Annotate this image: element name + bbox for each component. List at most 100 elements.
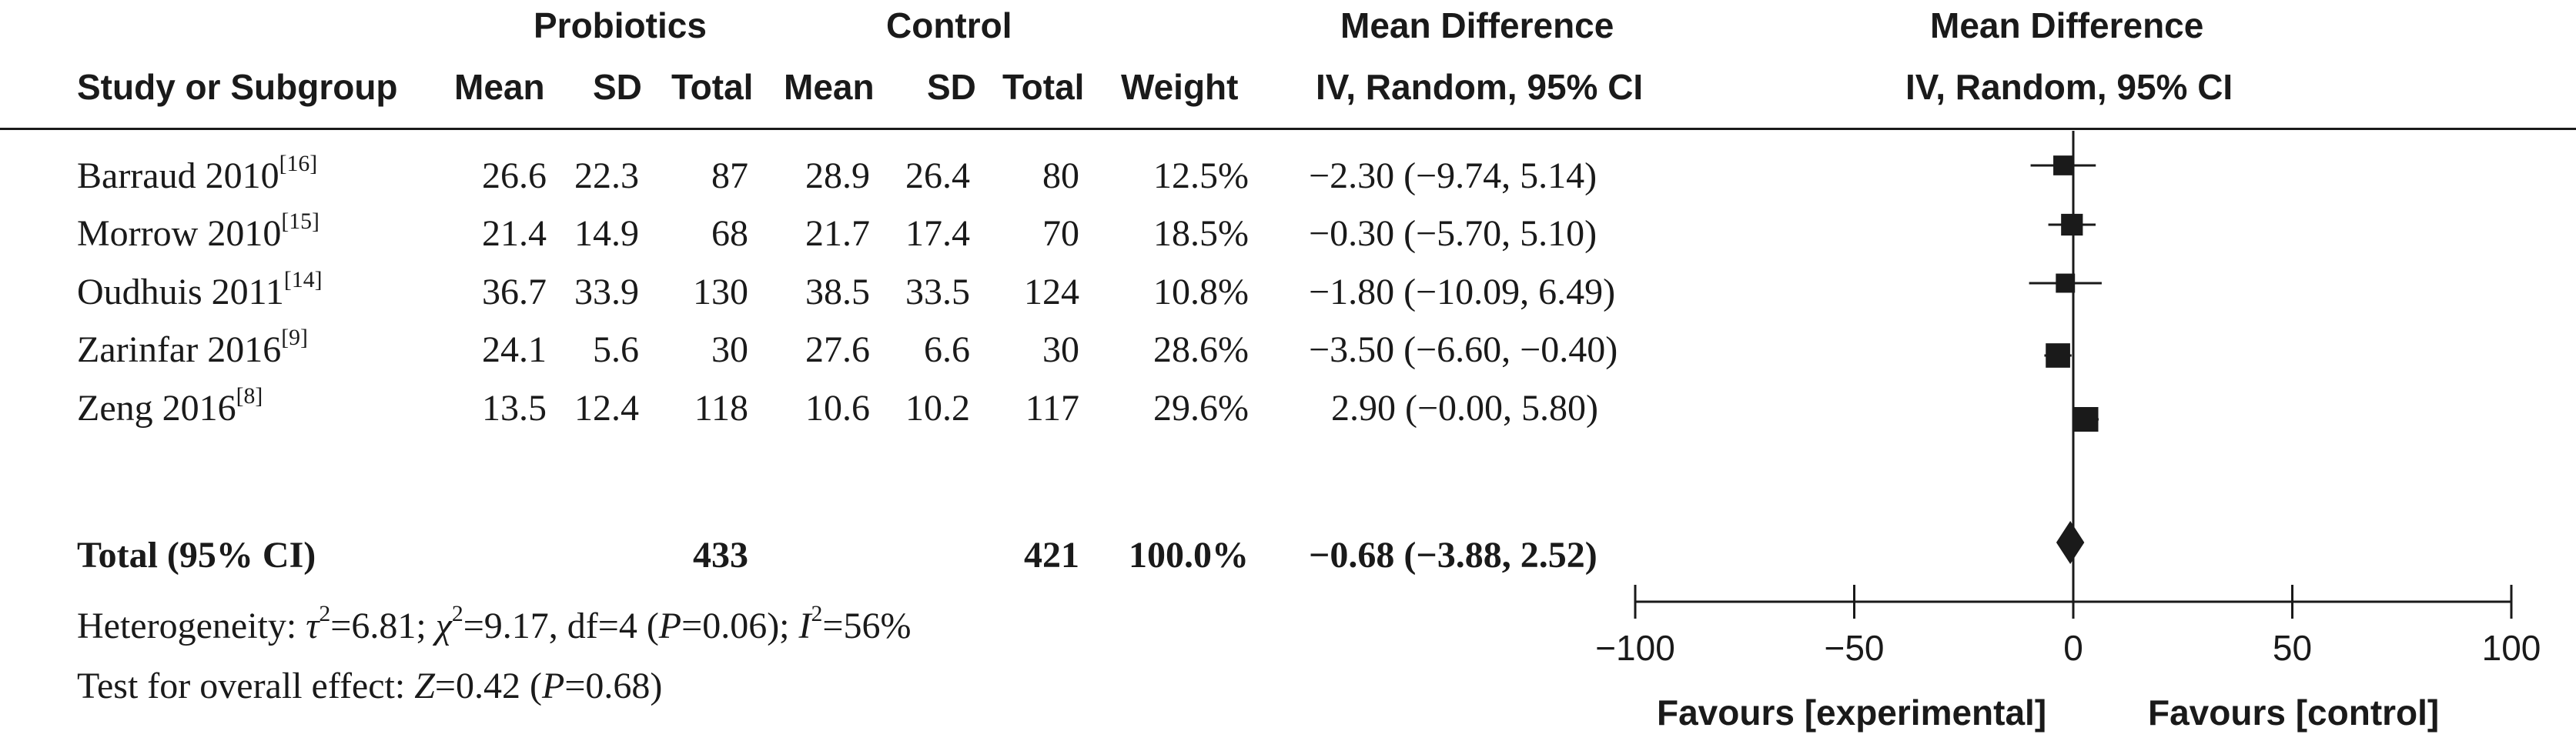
weight-cell: 28.6% [1153,329,1249,370]
control-sd-cell: 26.4 [905,155,970,196]
effect-marker [2073,407,2099,432]
study-name: Morrow 2010[15] [77,209,319,254]
p-symbol: P [658,606,682,646]
effect-marker [2056,273,2076,293]
md-left-header-line2: IV, Random, 95% CI [1316,67,1644,107]
z-value: =0.42 ( [434,666,542,706]
ci-text-cell: −3.50 (−6.60, −0.40) [1309,329,1618,370]
header-rule [0,128,2576,130]
i-square: 2 [811,600,823,626]
heterogeneity-text: Heterogeneity: τ2=6.81; χ2=9.17, df=4 (P… [77,602,912,646]
weight-cell: 29.6% [1153,388,1249,429]
control-mean-cell: 10.6 [805,388,870,429]
control-total-cell: 124 [1024,272,1079,312]
overall-effect-text: Test for overall effect: Z=0.42 (P=0.68) [77,668,662,705]
weight-cell: 18.5% [1153,213,1249,254]
total-ci-text: −0.68 (−3.88, 2.52) [1309,535,1597,576]
control-total-cell: 30 [1042,329,1079,370]
x-axis-tick-label: 50 [2273,628,2312,668]
md-left-header-line1: Mean Difference [1340,5,1614,45]
control-sd-cell: 6.6 [924,329,970,370]
ci-text-cell: 2.90 (−0.00, 5.80) [1331,388,1599,429]
probiotics-total-cell: 118 [694,388,748,429]
tau-value: =6.81; [330,606,436,646]
study-name-text: Zeng 2016 [77,388,236,429]
probiotics-sd-cell: 33.9 [574,272,639,312]
x-axis-tick-label: 100 [2482,628,2541,668]
probiotics-mean-cell: 13.5 [482,388,547,429]
probiotics-sd-header: SD [593,67,642,107]
weight-cell: 10.8% [1153,272,1249,312]
probiotics-sd-cell: 5.6 [593,329,639,370]
probiotics-total-cell: 68 [711,213,748,254]
effect-marker [2053,155,2073,175]
total-probiotics-n: 433 [693,535,748,576]
favours-experimental-label: Favours [experimental] [1657,693,2047,733]
probiotics-sd-cell: 14.9 [574,213,639,254]
control-mean-cell: 28.9 [805,155,870,196]
study-reference: [14] [283,266,323,292]
md-right-header-line2: IV, Random, 95% CI [1905,67,2233,107]
ci-text-cell: −2.30 (−9.74, 5.14) [1309,155,1597,196]
study-reference: [15] [281,208,319,234]
probiotics-total-cell: 130 [693,272,748,312]
control-mean-cell: 38.5 [805,272,870,312]
x-axis-tick-label: −50 [1824,628,1884,668]
control-total-cell: 70 [1042,213,1079,254]
study-reference: [16] [279,150,318,176]
tau-square: 2 [319,600,331,626]
overall-p-value: =0.68) [564,666,663,706]
group-control-header: Control [886,5,1012,45]
effect-marker [2061,213,2083,236]
control-mean-cell: 21.7 [805,213,870,254]
pooled-diamond [2056,521,2085,564]
probiotics-sd-cell: 22.3 [574,155,639,196]
probiotics-mean-cell: 21.4 [482,213,547,254]
chi-value: =9.17, df=4 ( [463,606,659,646]
effect-marker [2046,343,2070,368]
x-axis-tick-label: −100 [1595,628,1675,668]
weight-cell: 12.5% [1153,155,1249,196]
probiotics-total-cell: 30 [711,329,748,370]
control-sd-cell: 10.2 [905,388,970,429]
overall-p-symbol: P [541,666,565,706]
chi-symbol: χ [435,606,452,646]
control-total-cell: 117 [1025,388,1079,429]
study-name: Oudhuis 2011[14] [77,268,322,312]
study-name: Barraud 2010[16] [77,152,317,196]
md-right-header-line1: Mean Difference [1930,5,2204,45]
chi-square: 2 [451,600,463,626]
favours-control-label: Favours [control] [2148,693,2440,733]
study-name: Zeng 2016[8] [77,384,263,429]
study-column-header: Study or Subgroup [77,67,398,107]
total-label: Total (95% CI) [77,535,316,576]
i-symbol: I [798,606,811,646]
weight-header: Weight [1121,67,1239,107]
total-weight: 100.0% [1129,535,1249,576]
control-sd-header: SD [927,67,976,107]
control-total-header: Total [1002,67,1085,107]
ci-text-cell: −0.30 (−5.70, 5.10) [1309,213,1597,254]
heterogeneity-prefix: Heterogeneity: [77,606,306,646]
control-total-cell: 80 [1042,155,1079,196]
study-name: Zarinfar 2016[9] [77,325,308,369]
total-control-n: 421 [1024,535,1079,576]
study-name-text: Oudhuis 2011 [77,272,284,312]
control-sd-cell: 33.5 [905,272,970,312]
control-sd-cell: 17.4 [905,213,970,254]
study-name-text: Morrow 2010 [77,213,282,254]
study-reference: [8] [236,382,263,409]
probiotics-total-header: Total [671,67,754,107]
study-name-text: Barraud 2010 [77,155,279,196]
probiotics-mean-cell: 24.1 [482,329,547,370]
i-value: =56% [822,606,912,646]
z-symbol: Z [414,666,435,706]
ci-text-cell: −1.80 (−10.09, 6.49) [1309,272,1616,312]
group-probiotics-header: Probiotics [534,5,707,45]
probiotics-total-cell: 87 [711,155,748,196]
probiotics-mean-cell: 36.7 [482,272,547,312]
tau-symbol: τ [306,606,319,646]
p-value: =0.06); [681,606,799,646]
probiotics-mean-cell: 26.6 [482,155,547,196]
